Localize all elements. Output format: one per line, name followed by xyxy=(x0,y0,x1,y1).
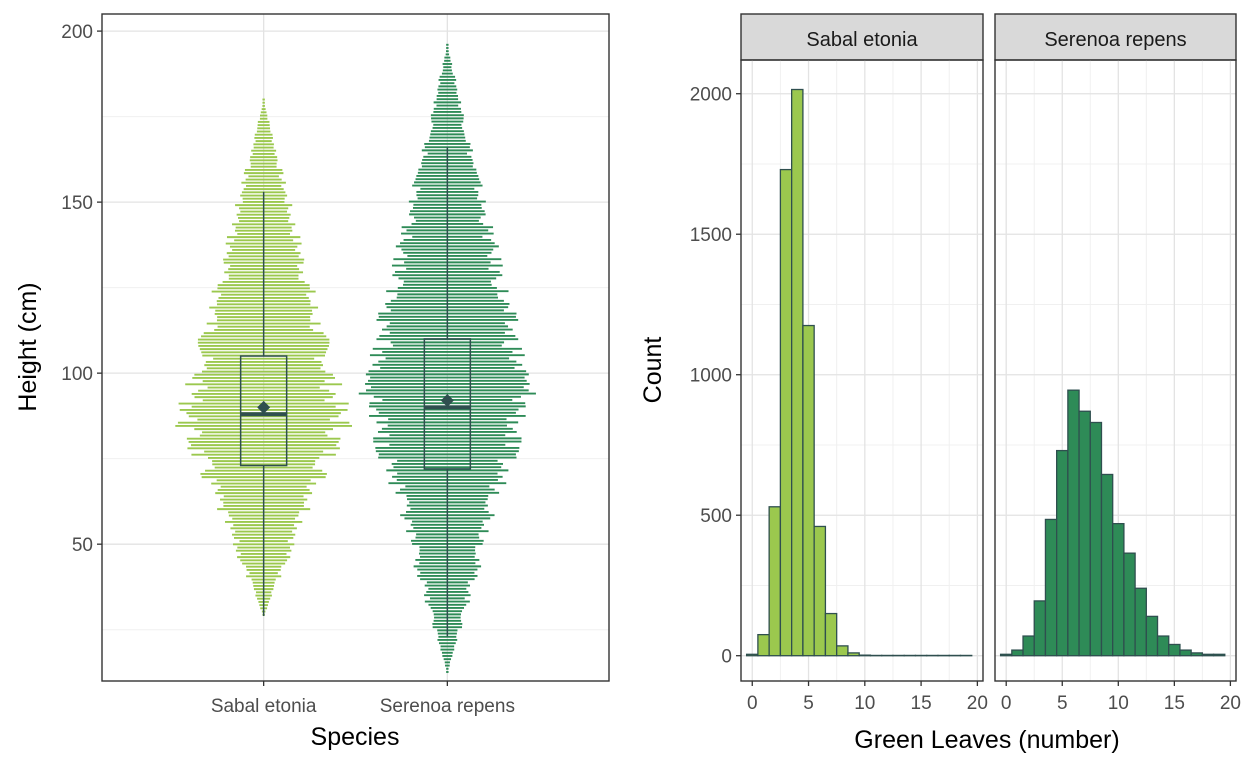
facet-x-tick-label: 10 xyxy=(854,693,875,714)
left-y-axis-title: Height (cm) xyxy=(14,282,42,411)
facet-x-tick-label: 0 xyxy=(1001,693,1012,714)
facet-strip-label: Serenoa repens xyxy=(1044,29,1186,51)
left-y-tick-label: 50 xyxy=(72,535,93,556)
left-x-tick-label: Serenoa repens xyxy=(380,696,515,717)
histogram-bar xyxy=(1202,654,1213,655)
histogram-bar xyxy=(814,526,825,655)
histogram-bar xyxy=(758,635,769,656)
histogram-bar xyxy=(1169,644,1180,655)
histogram-bar xyxy=(747,654,758,655)
histogram-bar xyxy=(1001,654,1012,655)
right-x-axis-title: Green Leaves (number) xyxy=(854,726,1119,754)
right-y-tick-label: 2000 xyxy=(690,85,732,106)
facet-x-tick-label: 10 xyxy=(1108,693,1129,714)
right-y-axis-title: Count xyxy=(639,337,667,404)
facet-strip-label: Sabal etonia xyxy=(806,29,918,51)
facet-x-tick-label: 0 xyxy=(747,693,758,714)
histogram-bar xyxy=(792,90,803,656)
left-y-tick-label: 150 xyxy=(61,193,93,214)
right-y-tick-label: 1000 xyxy=(690,366,732,387)
histogram-bar xyxy=(1158,636,1169,656)
histogram-bar xyxy=(1124,553,1135,656)
left-y-tick-label: 200 xyxy=(61,22,93,43)
histogram-bar xyxy=(1057,451,1068,656)
histogram-bar xyxy=(769,507,780,656)
left-x-tick-label: Sabal etonia xyxy=(211,696,317,717)
histogram-bar xyxy=(825,614,836,656)
right-y-tick-label: 500 xyxy=(700,506,732,527)
histogram-bar xyxy=(1079,411,1090,655)
right-y-tick-label: 0 xyxy=(721,647,732,668)
facet-x-tick-label: 15 xyxy=(911,693,932,714)
histogram-bar xyxy=(803,326,814,656)
histogram-bar xyxy=(837,646,848,656)
right-y-tick-label: 1500 xyxy=(690,225,732,246)
facet-x-tick-label: 5 xyxy=(1057,693,1068,714)
histogram-bar xyxy=(1045,519,1056,655)
histogram-bar xyxy=(1191,653,1202,656)
histogram-bar xyxy=(1135,588,1146,655)
histogram-bar xyxy=(1113,524,1124,656)
left-x-axis-title: Species xyxy=(311,723,400,751)
facet-x-tick-label: 5 xyxy=(803,693,814,714)
histogram-bar xyxy=(1034,601,1045,656)
histogram-bar xyxy=(1023,636,1034,656)
histogram-bar xyxy=(1101,474,1112,655)
histogram-bar xyxy=(848,653,859,656)
facet-x-tick-label: 15 xyxy=(1164,693,1185,714)
facet-x-tick-label: 20 xyxy=(967,693,988,714)
histogram-bar xyxy=(859,655,870,656)
histogram-bar xyxy=(1214,654,1225,655)
facet-x-tick-label: 20 xyxy=(1220,693,1241,714)
left-y-tick-label: 100 xyxy=(61,364,93,385)
histogram-bar xyxy=(1068,390,1079,656)
histogram-bar xyxy=(1146,616,1157,655)
histogram-bar xyxy=(780,170,791,656)
histogram-bar xyxy=(1090,422,1101,655)
histogram-bar xyxy=(1012,650,1023,656)
histogram-bar xyxy=(1180,650,1191,656)
